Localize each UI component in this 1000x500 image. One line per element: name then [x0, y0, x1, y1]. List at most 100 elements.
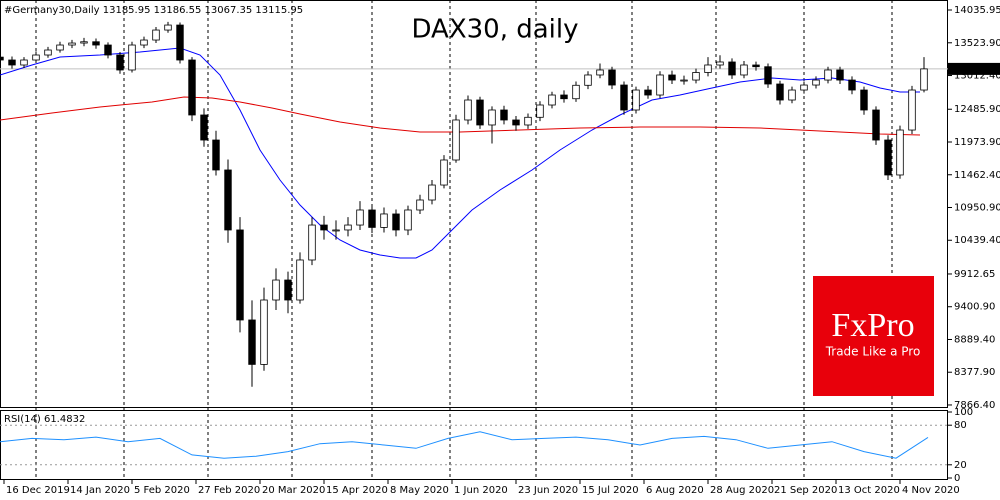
- y-tick-label: 80: [954, 420, 967, 431]
- logo-box: [813, 276, 934, 396]
- candle-body: [752, 64, 760, 68]
- y-tick-label: 10950.90: [954, 203, 1000, 214]
- candle-body: [200, 114, 208, 141]
- candle-body: [104, 44, 112, 56]
- rsi-line: [0, 431, 929, 459]
- candle-body: [236, 229, 244, 321]
- candle-body: [188, 59, 196, 116]
- candle-body: [836, 69, 844, 81]
- candle-body: [68, 42, 76, 46]
- candle-body: [584, 74, 592, 86]
- y-tick-label: 11462.40: [954, 170, 1000, 181]
- candle-body: [716, 61, 724, 66]
- y-tick-label: 7866.40: [954, 400, 995, 411]
- candle-body: [908, 89, 916, 131]
- candle-body: [344, 224, 352, 231]
- candle-body: [740, 64, 748, 76]
- logo-tagline: Trade Like a Pro: [825, 345, 921, 359]
- candle-body: [32, 54, 40, 61]
- candle-body: [440, 159, 448, 186]
- candle-body: [476, 99, 484, 126]
- header: #Germany30,Daily 13185.95 13186.55 13067…: [4, 5, 303, 16]
- candle-body: [596, 69, 604, 76]
- candle-body: [164, 24, 172, 31]
- moving-average: [0, 96, 921, 136]
- y-tick-label: 9400.90: [954, 302, 995, 313]
- candle-body: [380, 213, 388, 228]
- y-tick-label: 13012.40: [954, 71, 1000, 82]
- candle-body: [152, 29, 160, 41]
- y-tick-label: 100: [954, 407, 973, 418]
- candle-body: [572, 84, 580, 100]
- candle-body: [620, 84, 628, 111]
- candle-body: [260, 299, 268, 365]
- candle-body: [452, 119, 460, 161]
- candle-body: [80, 41, 88, 44]
- candle-body: [176, 24, 184, 61]
- x-tick-label: 13 Oct 2020: [838, 485, 900, 496]
- candle-body: [92, 41, 100, 46]
- last-price-box: [948, 62, 1000, 75]
- x-tick-label: 20 Mar 2020: [262, 485, 325, 496]
- candle-body: [644, 89, 652, 96]
- candle-body: [128, 44, 136, 71]
- x-tick-label: 14 Jan 2020: [70, 485, 130, 496]
- price-pane: [0, 0, 948, 408]
- candle-body: [632, 89, 640, 111]
- candle-body: [824, 69, 832, 81]
- candle-body: [140, 39, 148, 46]
- candle-body: [44, 49, 52, 56]
- y-tick-label: 9912.65: [954, 269, 995, 280]
- candle-body: [608, 69, 616, 86]
- candle-body: [0, 56, 4, 61]
- candle-body: [524, 116, 532, 126]
- candle-body: [848, 79, 856, 91]
- candle-body: [272, 279, 280, 301]
- y-tick-label: 8377.90: [954, 367, 995, 378]
- candle-body: [884, 139, 892, 176]
- x-tick-label: 15 Apr 2020: [326, 485, 388, 496]
- candle-body: [788, 89, 796, 101]
- y-tick-label: 8889.40: [954, 334, 995, 345]
- candle-body: [692, 72, 700, 81]
- candle-body: [500, 109, 508, 121]
- x-tick-label: 16 Dec 2019: [6, 485, 70, 496]
- x-tick-label: 6 Aug 2020: [646, 485, 704, 496]
- y-tick-label: 20: [954, 460, 967, 471]
- candle-body: [488, 109, 496, 126]
- last-price-label: 13115.95: [953, 64, 1000, 75]
- candle-body: [284, 279, 292, 301]
- candle-body: [368, 209, 376, 228]
- candle-body: [548, 94, 556, 106]
- y-tick-label: 14035.95: [954, 5, 1000, 16]
- candle-body: [332, 229, 340, 232]
- candle-body: [392, 213, 400, 231]
- candle-body: [308, 224, 316, 261]
- candle-body: [656, 74, 664, 96]
- candle-body: [416, 199, 424, 211]
- candle-body: [764, 66, 772, 85]
- candle-body: [896, 129, 904, 176]
- x-tick-label: 21 Sep 2020: [774, 485, 837, 496]
- candle-body: [512, 119, 520, 126]
- x-tick-label: 15 Jul 2020: [582, 485, 639, 496]
- x-tick-label: 23 Jun 2020: [518, 485, 578, 496]
- x-tick-label: 1 Jun 2020: [454, 485, 508, 496]
- candle-body: [920, 68, 928, 91]
- candle-body: [776, 83, 784, 101]
- y-tick-label: 12485.90: [954, 104, 1000, 115]
- x-tick-label: 27 Feb 2020: [198, 485, 260, 496]
- y-tick-label: 10439.40: [954, 235, 1000, 246]
- logo: FxPro Trade Like a Pro: [813, 276, 934, 396]
- candle-body: [728, 61, 736, 76]
- candle-body: [296, 259, 304, 301]
- candle-body: [668, 74, 676, 81]
- candle-body: [872, 109, 880, 141]
- candle-body: [8, 59, 16, 66]
- candle-body: [428, 184, 436, 201]
- candle-body: [860, 89, 868, 111]
- chart-title: DAX30, daily: [411, 15, 578, 45]
- rsi-pane: [0, 410, 948, 480]
- candle-body: [20, 59, 28, 66]
- candle-body: [800, 84, 808, 91]
